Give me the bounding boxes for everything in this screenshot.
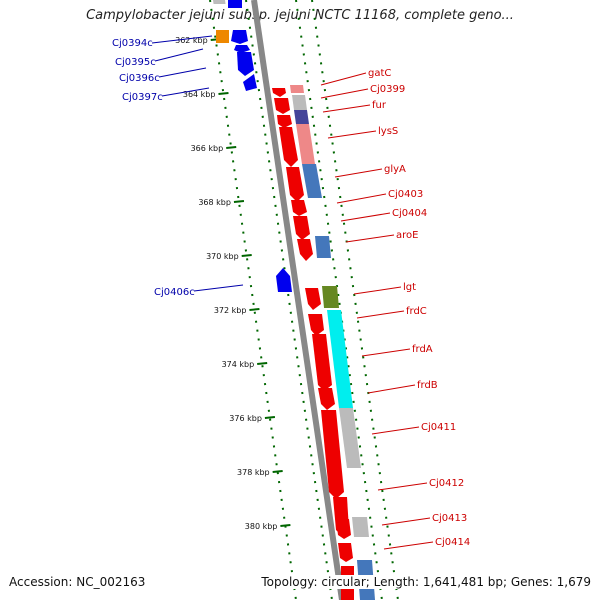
tick-mark bbox=[257, 362, 268, 365]
tick-mark bbox=[272, 470, 283, 473]
tick-label: 376 kbp bbox=[229, 414, 262, 423]
label-cj0413: Cj0413 bbox=[432, 513, 467, 524]
gene-arrow-cj0395c bbox=[234, 45, 250, 53]
track-forward-inner bbox=[295, 0, 383, 600]
track-forward-outer bbox=[311, 0, 399, 600]
map-title: Campylobacter jejuni subsp. jejuni NCTC … bbox=[86, 8, 514, 23]
gene-arrow-lyss bbox=[279, 127, 298, 167]
label-cj0412: Cj0412 bbox=[429, 478, 464, 489]
label-cj0403: Cj0403 bbox=[388, 189, 423, 200]
gene-arrow-cj0399 bbox=[274, 98, 290, 114]
reverse-genes bbox=[212, 0, 292, 292]
label-frda: frdA bbox=[412, 344, 433, 355]
gene-block-orange bbox=[216, 30, 229, 43]
label-frdb: frdB bbox=[417, 380, 438, 391]
gene-block-gray bbox=[212, 0, 226, 4]
label-cj0396c: Cj0396c bbox=[119, 73, 160, 84]
feature-lyss bbox=[296, 124, 315, 164]
gene-arrow-frdb bbox=[318, 388, 335, 410]
label-gatc: gatC bbox=[368, 68, 391, 79]
tick-label: 364 kbp bbox=[183, 90, 216, 99]
gene-arrow-cj0397c bbox=[243, 74, 257, 91]
tick-label: 380 kbp bbox=[245, 522, 278, 531]
label-cj0395c: Cj0395c bbox=[115, 57, 156, 68]
axis-ticks: 362 kbp 364 kbp 366 kbp 368 kbp 370 kbp 372 k… bbox=[175, 36, 299, 585]
tick-mark bbox=[264, 416, 276, 419]
feature-cj0413 bbox=[352, 517, 369, 537]
dotted-tracks bbox=[209, 0, 399, 600]
label-aroe: aroE bbox=[396, 230, 418, 241]
gene-labels: gatC Cj0399 fur lysS glyA Cj0403 Cj0404 … bbox=[112, 35, 470, 550]
tick-label: 374 kbp bbox=[222, 360, 255, 369]
label-glya: glyA bbox=[384, 164, 406, 175]
feature-cj0399 bbox=[292, 95, 307, 110]
gene-arrow-frdc bbox=[308, 314, 324, 336]
gene-arrow-gatc bbox=[272, 88, 286, 97]
label-cj0404: Cj0404 bbox=[392, 208, 427, 219]
gene-arrow-cj0396c bbox=[237, 52, 254, 76]
tick-mark bbox=[226, 146, 237, 149]
label-lyss: lysS bbox=[378, 126, 398, 137]
feature-frda bbox=[327, 310, 353, 408]
gene-block-blue bbox=[228, 0, 242, 8]
label-cj0411: Cj0411 bbox=[421, 422, 456, 433]
gene-arrow-cj0403 bbox=[291, 200, 307, 216]
tick-mark bbox=[233, 200, 245, 203]
gene-arrow-cj0414 bbox=[338, 543, 353, 562]
tick-label: 362 kbp bbox=[175, 36, 208, 45]
gene-arrow-frda bbox=[312, 334, 332, 391]
label-cj0406c: Cj0406c bbox=[154, 287, 195, 298]
forward-genes bbox=[272, 88, 354, 600]
tick-label: 378 kbp bbox=[237, 468, 270, 477]
accession-label: Accession: NC_002163 bbox=[9, 575, 146, 589]
gene-arrow-glya bbox=[286, 167, 304, 202]
gene-arrow-cj0394c bbox=[231, 30, 248, 44]
label-cj0399: Cj0399 bbox=[370, 84, 405, 95]
feature-cj0411 bbox=[339, 408, 361, 468]
gene-arrow-cj0404 bbox=[293, 216, 310, 240]
gene-arrow-fur bbox=[277, 115, 292, 128]
gene-arrow-aroe bbox=[297, 239, 313, 261]
tick-mark bbox=[218, 92, 229, 95]
genome-backbone bbox=[251, 0, 345, 600]
feature-lgt bbox=[322, 286, 339, 308]
label-cj0397c: Cj0397c bbox=[122, 92, 163, 103]
tick-mark bbox=[249, 308, 260, 311]
label-cj0414: Cj0414 bbox=[435, 537, 470, 548]
track-reverse-inner bbox=[245, 0, 333, 600]
feature-gatc bbox=[290, 85, 304, 93]
gene-arrow-lgt bbox=[305, 288, 321, 310]
feature-glya bbox=[302, 164, 322, 198]
gene-arrow-cj0413 bbox=[336, 519, 351, 539]
tick-label: 370 kbp bbox=[206, 252, 239, 261]
topology-summary: Topology: circular; Length: 1,641,481 bp… bbox=[261, 575, 591, 589]
tick-label: 368 kbp bbox=[198, 198, 231, 207]
tick-label: 372 kbp bbox=[214, 306, 247, 315]
gene-arrow-cj0406c bbox=[276, 268, 292, 292]
label-frdc: frdC bbox=[406, 306, 427, 317]
label-fur: fur bbox=[372, 100, 387, 111]
gene-arrow-cj0411 bbox=[321, 410, 344, 499]
feature-fur bbox=[294, 110, 309, 124]
tick-mark bbox=[280, 524, 291, 527]
feature-blocks bbox=[290, 85, 375, 600]
feature-aroe bbox=[315, 236, 331, 258]
track-reverse-outer bbox=[209, 0, 297, 600]
tick-label: 366 kbp bbox=[191, 144, 224, 153]
label-cj0394c: Cj0394c bbox=[112, 38, 153, 49]
tick-mark bbox=[241, 254, 252, 257]
label-lgt: lgt bbox=[403, 282, 416, 293]
